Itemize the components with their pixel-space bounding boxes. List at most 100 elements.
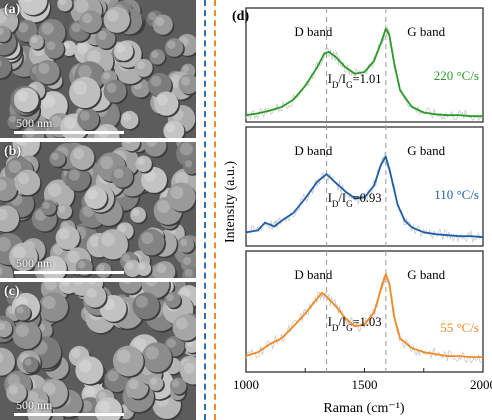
particle-highlight	[41, 94, 56, 109]
particle	[13, 87, 39, 113]
g-band-label: G band	[407, 143, 445, 158]
particle-highlight	[63, 116, 77, 130]
particle-highlight	[182, 65, 190, 73]
particle	[35, 59, 60, 85]
particle	[79, 10, 103, 33]
particle-highlight	[126, 261, 134, 270]
particle-highlight	[184, 268, 193, 278]
particle	[182, 158, 196, 175]
particle-highlight	[82, 13, 93, 24]
particle-highlight	[151, 51, 159, 59]
y-axis-label: Intensity (a.u.)	[223, 161, 238, 243]
particle-highlight	[166, 293, 174, 302]
particle	[69, 145, 95, 170]
particle-highlight	[125, 142, 132, 144]
particle	[135, 155, 152, 172]
particle-highlight	[0, 11, 7, 24]
particle-highlight	[44, 282, 57, 291]
particle-highlight	[58, 205, 66, 213]
particle-highlight	[71, 22, 81, 33]
sem-panel-b: (b) 500 nm	[0, 142, 196, 278]
d-band-label: D band	[294, 143, 332, 158]
particle	[7, 113, 23, 130]
particle	[69, 76, 101, 109]
scale-bar	[14, 413, 124, 416]
particle	[110, 165, 133, 188]
particle-highlight	[182, 256, 192, 265]
particle-highlight	[122, 282, 132, 285]
particle	[166, 182, 196, 212]
particle-highlight	[150, 75, 162, 87]
particle-highlight	[73, 80, 88, 95]
particle-highlight	[107, 370, 119, 382]
particle-highlight	[128, 379, 139, 390]
particle-highlight	[50, 115, 62, 128]
particle	[149, 49, 166, 65]
particle-highlight	[157, 200, 171, 213]
scale-bar-label: 500 nm	[16, 256, 53, 270]
particle-highlight	[16, 142, 28, 146]
particle-highlight	[72, 148, 84, 160]
x-tick-label: 1000	[233, 377, 259, 392]
x-tick-label: 1500	[352, 377, 378, 392]
particle-highlight	[98, 391, 107, 400]
particle	[122, 142, 140, 152]
particle-highlight	[101, 232, 116, 247]
particle-highlight	[118, 224, 127, 233]
g-band-label: G band	[407, 24, 445, 39]
particle-highlight	[27, 391, 39, 402]
particle	[84, 186, 108, 209]
sem-panel-label: (c)	[4, 284, 20, 299]
particle-highlight	[116, 349, 131, 364]
series-line	[245, 155, 484, 239]
intensity-ratio-label: ID/IG=1.01	[328, 72, 382, 90]
particle-highlight	[184, 160, 193, 168]
particle-highlight	[97, 264, 105, 272]
particle-highlight	[138, 263, 145, 270]
sem-panel-c: (c) 500 nm	[0, 282, 196, 420]
particle-highlight	[42, 201, 50, 209]
scale-bar	[14, 271, 124, 274]
particle-highlight	[30, 402, 42, 414]
particle	[97, 229, 128, 260]
particle	[22, 356, 39, 373]
particle	[152, 14, 173, 35]
particle-highlight	[0, 237, 11, 252]
particle-highlight	[23, 0, 34, 3]
particle-highlight	[86, 287, 97, 299]
particle	[9, 242, 38, 272]
particle-highlight	[155, 17, 165, 27]
particle	[136, 261, 152, 277]
particle-highlight	[174, 172, 189, 186]
particle-highlight	[77, 43, 88, 54]
particle	[178, 74, 196, 95]
sem-column: (a) 500 nm (b) 500 nm (c) 500 nm	[0, 0, 200, 420]
particle-highlight	[12, 246, 26, 260]
particle-highlight	[148, 12, 157, 21]
particle-highlight	[113, 168, 124, 179]
particle-highlight	[84, 386, 96, 397]
particle	[141, 342, 172, 373]
particle-highlight	[102, 72, 111, 80]
particle-highlight	[51, 152, 59, 161]
particle-highlight	[141, 232, 154, 245]
particle-highlight	[42, 295, 56, 310]
particle-highlight	[8, 160, 22, 174]
panel-frame	[245, 126, 484, 247]
particle-highlight	[0, 322, 6, 331]
sem-panel-label: (a)	[4, 2, 21, 17]
scale-bar-label: 500 nm	[16, 116, 53, 130]
particle-highlight	[61, 282, 70, 286]
particle-highlight	[31, 36, 38, 44]
particle	[103, 6, 130, 33]
particle-highlight	[150, 378, 158, 385]
particle	[65, 166, 91, 192]
particle-highlight	[73, 282, 84, 286]
particle	[6, 382, 27, 404]
particle-highlight	[8, 385, 18, 395]
series-name-label: 220 °C/s	[434, 68, 479, 83]
particle	[0, 347, 15, 376]
particle-highlight	[74, 0, 89, 13]
particle	[147, 72, 172, 97]
